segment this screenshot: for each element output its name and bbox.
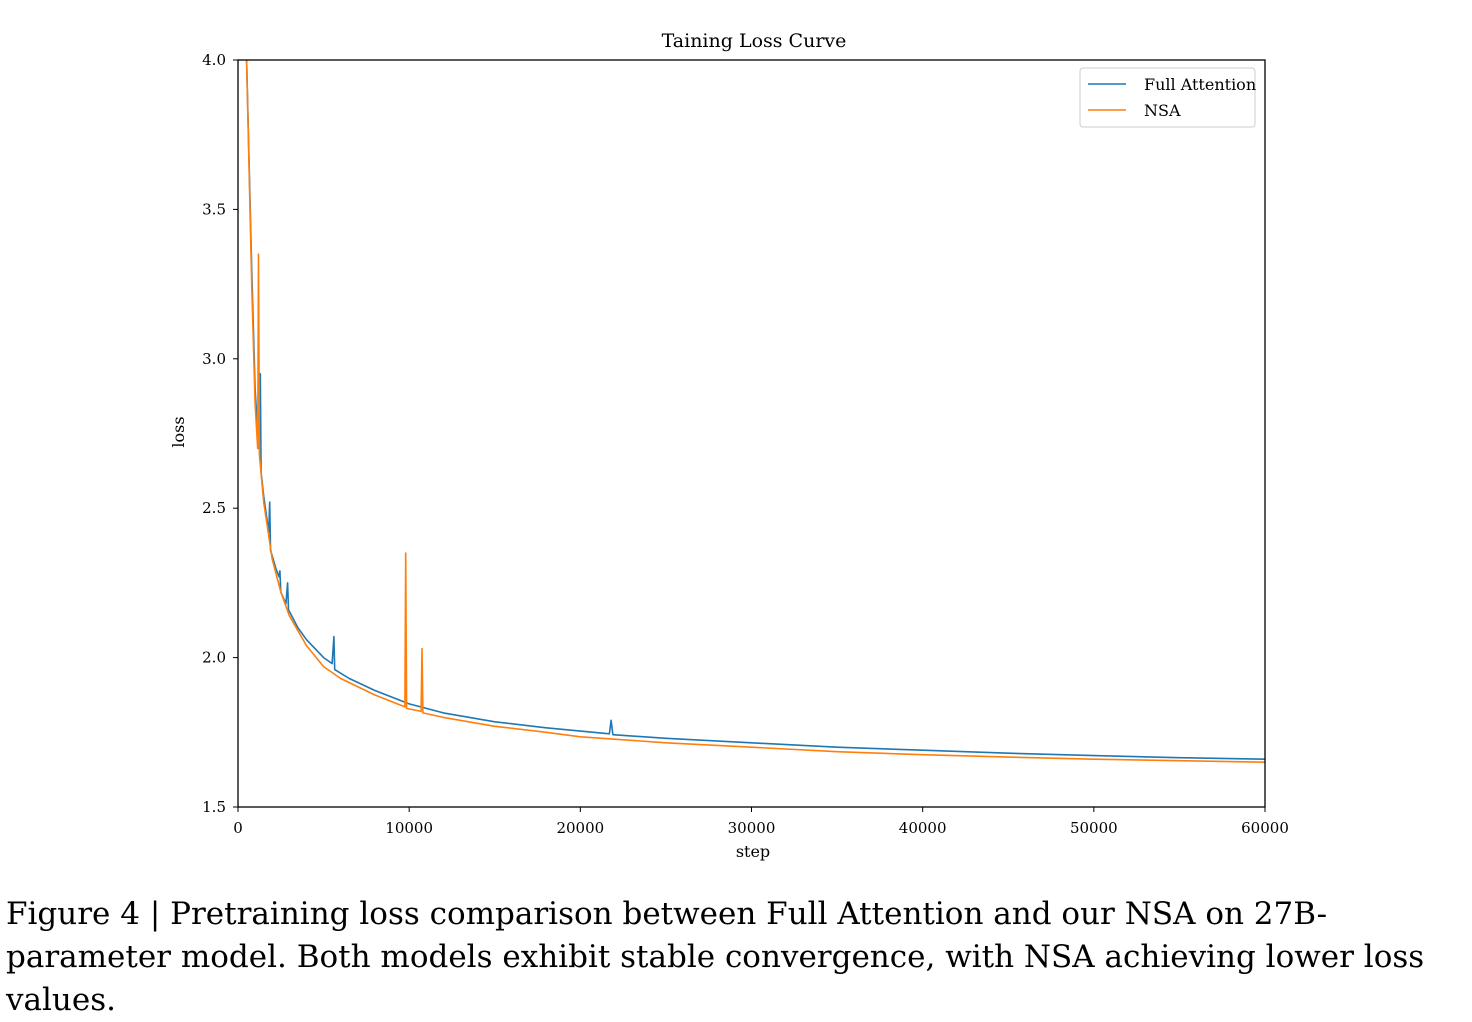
x-tick-label: 60000 [1241, 819, 1289, 837]
y-tick-label: 2.0 [202, 649, 226, 667]
x-tick-label: 50000 [1070, 819, 1118, 837]
y-axis-label: loss [169, 416, 188, 447]
y-tick-label: 3.0 [202, 350, 226, 368]
plot-frame [237, 59, 1266, 808]
x-axis-label: step [736, 842, 770, 861]
loss-chart: Taining Loss Curve 0 10000 20000 30000 40000… [169, 30, 1289, 861]
series-line-nsa [245, 59, 1266, 763]
x-tick-label: 0 [233, 819, 243, 837]
series-line-full-attention [245, 59, 1266, 760]
legend-label-full-attention: Full Attention [1144, 75, 1256, 94]
y-tick-label: 4.0 [202, 51, 226, 69]
chart-title: Taining Loss Curve [662, 30, 847, 52]
x-tick-label: 40000 [899, 819, 947, 837]
ticks: 0 10000 20000 30000 40000 50000 60000 1.5 2.0 2.5… [202, 51, 1289, 837]
legend-label-nsa: NSA [1144, 101, 1181, 120]
x-tick-label: 30000 [728, 819, 776, 837]
y-tick-label: 3.5 [202, 200, 226, 218]
x-tick-label: 20000 [556, 819, 604, 837]
y-tick-label: 1.5 [202, 798, 226, 816]
legend-box [1079, 67, 1256, 128]
figure-caption: Figure 4 | Pretraining loss comparison b… [6, 896, 1425, 1018]
series-layer [245, 59, 1266, 763]
x-tick-label: 10000 [385, 819, 433, 837]
legend: Full Attention NSA [1079, 67, 1256, 128]
y-tick-label: 2.5 [202, 499, 226, 517]
